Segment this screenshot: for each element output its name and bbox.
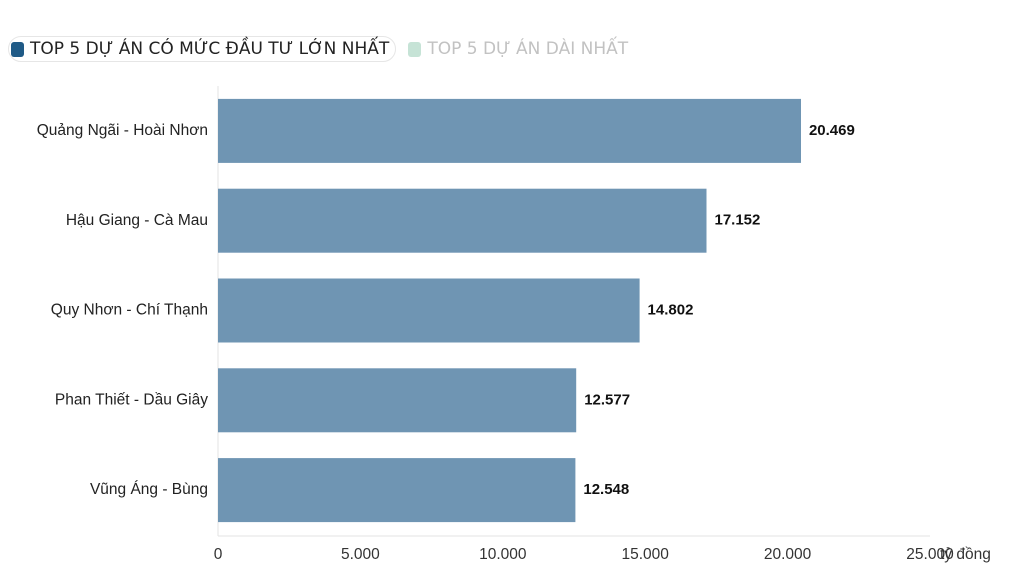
bar[interactable] — [218, 278, 640, 343]
data-label: 12.577 — [584, 391, 630, 408]
category-label: Vũng Áng - Bùng — [90, 481, 208, 498]
data-label: 12.548 — [583, 481, 629, 498]
legend-item-longest-projects[interactable]: TOP 5 DỰ ÁN DÀI NHẤT — [406, 37, 634, 61]
bar[interactable] — [218, 98, 801, 163]
category-label: Quảng Ngãi - Hoài Nhơn — [37, 122, 208, 139]
category-label: Quy Nhơn - Chí Thạnh — [51, 302, 208, 319]
x-tick-label: 25.000 — [906, 546, 954, 563]
legend-label-top-investment: TOP 5 DỰ ÁN CÓ MỨC ĐẦU TƯ LỚN NHẤT — [30, 39, 390, 59]
bar[interactable] — [218, 458, 576, 523]
x-tick-label: 15.000 — [621, 546, 669, 563]
bar[interactable] — [218, 188, 707, 253]
legend-swatch-top-investment — [11, 41, 24, 57]
x-tick-label: 0 — [214, 546, 223, 563]
data-label: 20.469 — [809, 122, 855, 139]
category-label: Hậu Giang - Cà Mau — [66, 212, 208, 229]
legend-item-top-investment[interactable]: TOP 5 DỰ ÁN CÓ MỨC ĐẦU TƯ LỚN NHẤT — [8, 36, 397, 62]
data-label: 17.152 — [714, 212, 760, 229]
legend-label-longest-projects: TOP 5 DỰ ÁN DÀI NHẤT — [427, 39, 629, 59]
legend-swatch-longest-projects — [408, 41, 422, 57]
x-tick-label: 5.000 — [341, 546, 380, 563]
data-label: 14.802 — [648, 301, 694, 318]
bar[interactable] — [218, 368, 577, 433]
x-axis-unit: tỷ đồng — [940, 546, 991, 563]
legend: TOP 5 DỰ ÁN CÓ MỨC ĐẦU TƯ LỚN NHẤT TOP 5… — [8, 36, 634, 62]
category-label: Phan Thiết - Dầu Giây — [55, 391, 208, 408]
x-tick-label: 10.000 — [479, 546, 527, 563]
x-tick-label: 20.000 — [764, 546, 812, 563]
